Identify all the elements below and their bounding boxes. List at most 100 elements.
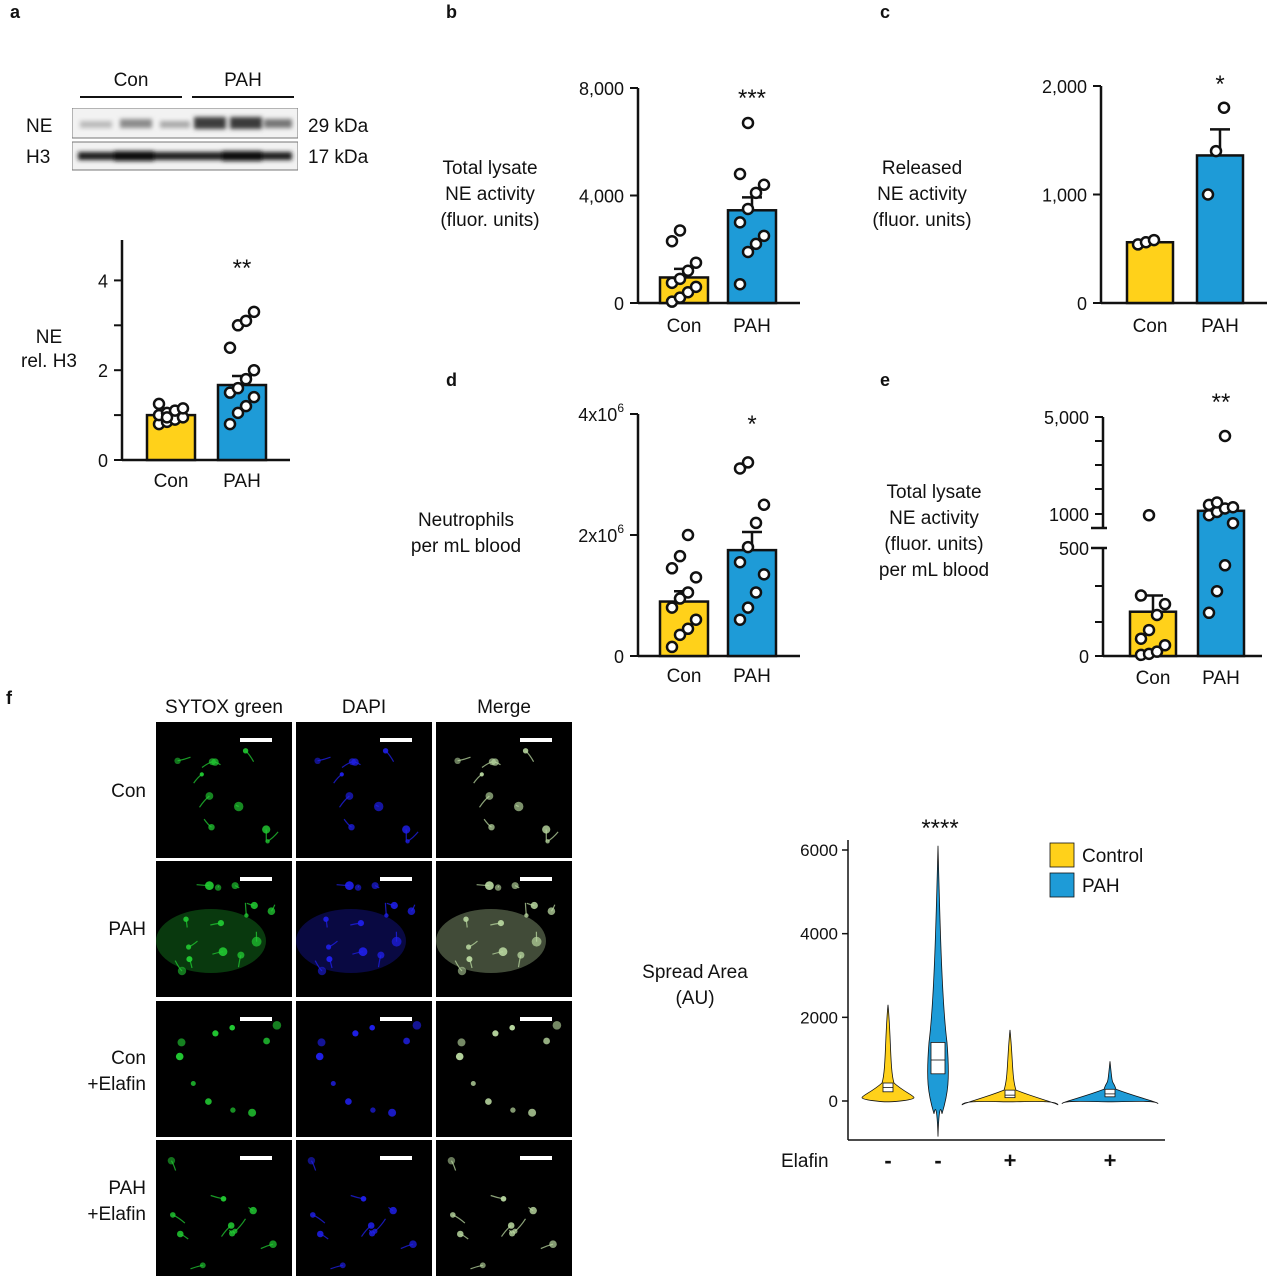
chart-f-elafin-sign-2: +: [1004, 1148, 1017, 1173]
micro-strand: [385, 750, 395, 762]
chart-a-point-pah: [247, 390, 261, 404]
chart-d-ytick-label: 0: [614, 647, 624, 667]
micro-strand: [468, 940, 478, 948]
blot-size-h3: 17 kDa: [308, 147, 369, 168]
legend-swatch-pah: [1049, 872, 1075, 898]
micro-strand: [468, 958, 473, 969]
chart-d-point-con: [673, 628, 687, 642]
panel-letter-d: d: [446, 370, 457, 390]
micro-cell: [492, 1030, 499, 1037]
micro-strand: [172, 1214, 186, 1224]
micro-cell: [511, 882, 519, 890]
micro-spread-cloud: [296, 909, 406, 973]
micro-strand: [357, 885, 360, 888]
chart-a-point-con: [176, 402, 190, 415]
chart-a-point-con: [160, 411, 174, 424]
micro-strand: [203, 818, 212, 828]
micro-tile-row3-sytox: [156, 1001, 292, 1137]
micro-cell: [454, 757, 461, 764]
chart-a-category-label: Con: [154, 471, 189, 492]
blot-group-con-line: [80, 96, 182, 98]
chart-b-ylabel-line-1: Total lysate: [442, 158, 538, 179]
micro-strand: [547, 831, 559, 842]
chart-d-point-con: [689, 613, 703, 626]
micro-strand: [465, 919, 468, 928]
micro-strand: [460, 1233, 469, 1240]
chart-b-ytick-label: 8,000: [579, 79, 624, 99]
chart-f-elafin-sign-3: +: [1104, 1148, 1117, 1173]
micro-strand: [410, 904, 416, 912]
micro-tile-row1-merge: [436, 722, 572, 858]
micro-cell: [552, 1021, 562, 1030]
micro-cell: [358, 947, 368, 957]
micro-strand: [550, 904, 556, 912]
scale-bar: [380, 738, 412, 742]
micro-tile-row2-merge: [436, 861, 572, 997]
micro-strand: [174, 960, 183, 972]
micro-cell: [170, 1212, 176, 1218]
micro-strand: [244, 902, 247, 916]
micro-cell: [447, 1157, 456, 1165]
chart-b-point-pah: [733, 167, 747, 181]
micro-cell: [491, 758, 499, 766]
micro-cell: [167, 1157, 176, 1165]
micro-strand: [368, 1229, 373, 1234]
micro-strand: [234, 1218, 247, 1232]
scale-bar: [240, 877, 272, 881]
chart-f-violin-pah-elafin-minus: [927, 845, 949, 1137]
micro-cell: [339, 1262, 346, 1269]
chart-c-ytick-label: 0: [1077, 294, 1087, 314]
chart-f-elafin-sign-0: -: [884, 1148, 891, 1173]
chart-d-ylabel-line-1: Neutrophils: [417, 510, 515, 531]
micro-strand: [312, 1214, 326, 1224]
micro-tile-row1-dapi: [296, 722, 432, 858]
chart-a-point-pah: [223, 341, 237, 355]
blot-size-ne: 29 kDa: [308, 116, 369, 137]
chart-a-ytick-label: 4: [98, 271, 108, 291]
micro-cell: [317, 1038, 326, 1047]
scale-bar: [380, 1156, 412, 1160]
micro-strand: [330, 1264, 343, 1270]
micro-row-pah-elafin-line-1: PAH: [108, 1178, 146, 1199]
chart-d-point-con: [681, 586, 695, 599]
chart-e-point-con: [1142, 508, 1156, 522]
chart-d-point-pah: [749, 586, 763, 599]
blot-group-con: Con: [113, 70, 149, 91]
micro-tile-row3-dapi: [296, 1001, 432, 1137]
micro-strand: [483, 818, 492, 828]
micro-cell: [186, 956, 193, 963]
chart-e-category-label: Con: [1136, 668, 1171, 689]
chart-b-point-con: [673, 224, 687, 237]
micro-strand: [170, 1160, 177, 1171]
micro-strand: [339, 795, 350, 808]
chart-e-point-con: [1158, 597, 1172, 611]
micro-cell: [549, 1240, 557, 1248]
micro-strand: [479, 795, 490, 808]
chart-a-point-pah: [239, 399, 253, 413]
chart-e-point-pah: [1210, 496, 1224, 509]
chart-d-point-pah: [733, 555, 747, 569]
micro-strand: [343, 818, 352, 828]
micro-cell: [237, 951, 245, 959]
micro-strand: [260, 1243, 274, 1250]
chart-d-point-pah: [741, 540, 755, 554]
chart-d-point-pah: [757, 568, 771, 581]
micro-strand: [515, 804, 519, 808]
micro-strand: [199, 795, 210, 808]
blot-group-pah-line: [192, 96, 294, 98]
chart-d-point-pah: [741, 601, 755, 614]
micro-strand: [325, 919, 328, 928]
chart-d-category-label: PAH: [733, 666, 771, 687]
chart-a-point-con: [152, 397, 166, 411]
micro-spread-cloud: [156, 909, 266, 973]
micro-cell: [543, 1037, 550, 1045]
chart-e-point-pah: [1202, 606, 1216, 620]
chart-d-point-con: [681, 622, 695, 636]
micro-strand: [248, 1206, 254, 1212]
micro-cell: [514, 801, 524, 812]
blot-image: [72, 108, 298, 171]
chart-a-category-label: PAH: [223, 471, 261, 492]
micro-cell: [485, 1098, 492, 1105]
chart-b-point-pah: [757, 229, 771, 243]
